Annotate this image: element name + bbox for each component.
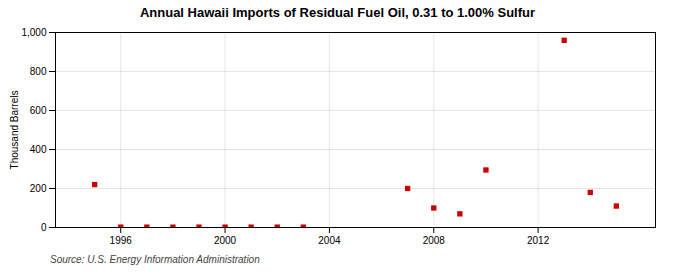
svg-text:200: 200 [30, 183, 47, 194]
svg-text:0: 0 [41, 222, 47, 233]
svg-text:800: 800 [30, 66, 47, 77]
svg-text:2004: 2004 [318, 235, 341, 246]
svg-text:2012: 2012 [527, 235, 550, 246]
html-text:Annual Hawaii Imports of Resid: Annual Hawaii Imports of Residual Fuel O… [139, 5, 536, 20]
svg-text:2000: 2000 [214, 235, 237, 246]
svg-text:Thousand Barrels: Thousand Barrels [9, 91, 20, 170]
svg-text:1,000: 1,000 [21, 27, 46, 38]
svg-text:600: 600 [30, 105, 47, 116]
html-text:Source: U.S. Energy Informatio: Source: U.S. Energy Information Administ… [50, 254, 260, 265]
svg-text:1996: 1996 [110, 235, 133, 246]
svg-text:400: 400 [30, 144, 47, 155]
svg-text:2008: 2008 [423, 235, 446, 246]
